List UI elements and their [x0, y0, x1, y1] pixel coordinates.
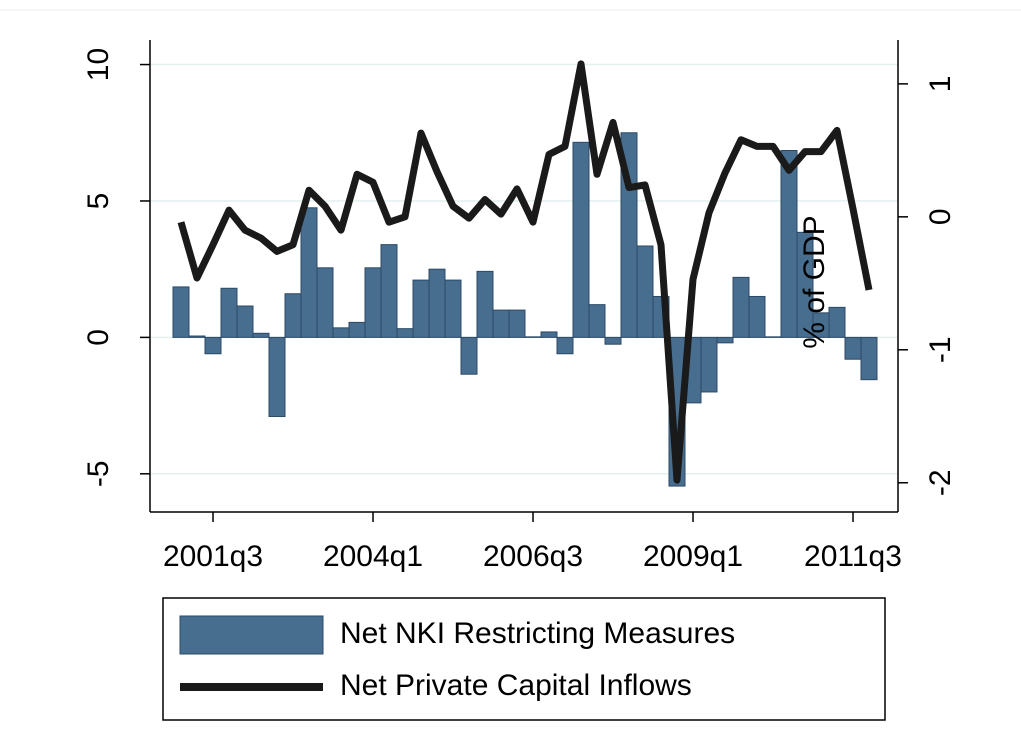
bar: [316, 267, 334, 338]
bar: [380, 244, 398, 338]
bar: [236, 305, 254, 338]
legend-box: [162, 597, 886, 721]
legend-label: Net Private Capital Inflows: [340, 669, 692, 702]
bar: [572, 141, 590, 338]
y-tick-label: 0: [82, 329, 115, 346]
legend-label: Net NKI Restricting Measures: [340, 617, 735, 650]
bar: [604, 336, 622, 345]
y2-tick-label: -1: [924, 336, 957, 363]
y2-tick-label: 0: [924, 208, 957, 225]
bar: [636, 245, 654, 338]
bar: [828, 306, 846, 338]
bar: [700, 336, 718, 393]
bar: [508, 309, 526, 338]
bar: [556, 336, 574, 355]
bar: [252, 332, 270, 338]
bar: [268, 336, 286, 418]
bar: [796, 231, 814, 338]
bar: [172, 286, 190, 338]
bar: [716, 336, 734, 344]
bar: [460, 336, 478, 375]
x-tick-label: 2009q1: [643, 540, 743, 573]
bar: [364, 267, 382, 338]
y-tick-label: 10: [82, 48, 115, 81]
bar: [492, 309, 510, 338]
bar: [412, 279, 430, 338]
x-tick-label: 2001q3: [163, 540, 263, 573]
bar: [524, 336, 542, 338]
bar: [764, 336, 782, 338]
bar: [348, 321, 366, 338]
y-tick-label: -5: [82, 460, 115, 487]
bar: [188, 335, 206, 338]
bar: [220, 287, 238, 338]
legend-swatch: [179, 615, 324, 655]
bar: [860, 336, 878, 381]
x-tick-label: 2004q1: [323, 540, 423, 573]
bar: [588, 304, 606, 338]
bar: [396, 328, 414, 338]
y2-tick-label: -2: [924, 469, 957, 496]
bar: [204, 336, 222, 355]
line: [177, 60, 873, 484]
bar: [844, 336, 862, 360]
x-tick-label: 2011q3: [804, 540, 902, 573]
bar: [428, 268, 446, 338]
y2-axis-title: % of GDP: [798, 215, 831, 348]
bar: [476, 270, 494, 338]
bar: [748, 295, 766, 338]
bar: [332, 327, 350, 338]
bar: [284, 293, 302, 338]
x-tick-label: 2006q3: [483, 540, 583, 573]
y-tick-label: 5: [82, 193, 115, 210]
bar: [300, 207, 318, 338]
bar: [780, 149, 798, 338]
bar: [444, 279, 462, 338]
bar: [540, 331, 558, 338]
y2-tick-label: 1: [924, 76, 957, 93]
bar: [732, 276, 750, 338]
